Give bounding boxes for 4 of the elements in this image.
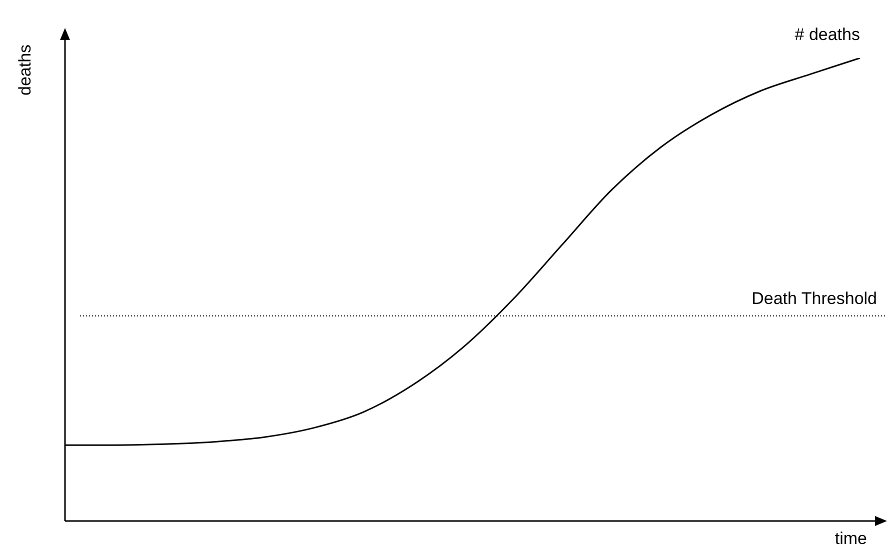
x-axis-title: time xyxy=(834,529,867,548)
y-axis-title: deaths xyxy=(16,44,35,96)
series-label: # deaths xyxy=(794,25,860,44)
ref-line-label: Death Threshold xyxy=(752,289,877,308)
